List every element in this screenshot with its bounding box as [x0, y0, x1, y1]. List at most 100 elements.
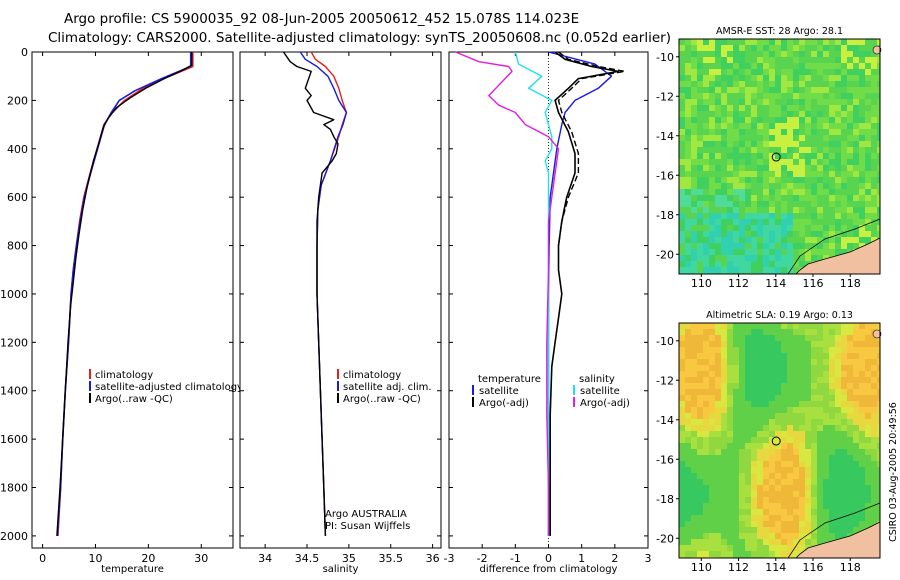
map-cell	[751, 171, 757, 177]
map-cell	[865, 93, 871, 99]
map-cell	[727, 329, 733, 335]
map-cell	[733, 389, 739, 395]
map-cell	[679, 545, 685, 551]
map-cell	[739, 515, 745, 521]
map-cell	[829, 359, 835, 365]
map-cell	[751, 395, 757, 401]
map-cell	[787, 473, 793, 479]
map-cell	[823, 485, 829, 491]
map-cell	[739, 159, 745, 165]
map-cell	[697, 455, 703, 461]
map-cell	[769, 93, 775, 99]
map-cell	[763, 129, 769, 135]
map-cell	[709, 515, 715, 521]
map-cell	[739, 425, 745, 431]
map-cell	[871, 183, 877, 189]
map-cell	[859, 147, 865, 153]
map-cell	[745, 147, 751, 153]
map-cell	[787, 249, 793, 255]
map-cell	[859, 413, 865, 419]
map-cell	[691, 347, 697, 353]
map-cell	[781, 87, 787, 93]
map-cell	[757, 461, 763, 467]
map-cell	[727, 213, 733, 219]
map-cell	[727, 147, 733, 153]
map-cell	[739, 81, 745, 87]
map-cell	[877, 461, 880, 467]
map-cell	[769, 57, 775, 63]
map-cell	[733, 123, 739, 129]
map-cell	[715, 51, 721, 57]
map-cell	[829, 341, 835, 347]
map-cell	[877, 389, 880, 395]
map-cell	[859, 389, 865, 395]
map-cell	[817, 353, 823, 359]
map-cell	[877, 377, 880, 383]
map-cell	[793, 485, 799, 491]
map-cell	[823, 159, 829, 165]
map-cell	[751, 231, 757, 237]
map-cell	[679, 249, 685, 255]
map-cell	[733, 111, 739, 117]
map-cell	[763, 141, 769, 147]
map-cell	[763, 323, 769, 329]
map-cell	[859, 153, 865, 159]
map-cell	[805, 467, 811, 473]
map-cell	[841, 207, 847, 213]
map-cell	[763, 105, 769, 111]
map-cell	[793, 401, 799, 407]
map-cell	[829, 503, 835, 509]
map-x-tick-label: 110	[691, 277, 712, 290]
map-cell	[709, 491, 715, 497]
map-y-tick-label: -16	[656, 453, 674, 466]
map-cell	[787, 63, 793, 69]
map-cell	[799, 129, 805, 135]
map-cell	[697, 51, 703, 57]
map-cell	[841, 123, 847, 129]
map-cell	[769, 467, 775, 473]
map-cell	[835, 75, 841, 81]
map-cell	[793, 473, 799, 479]
map-cell	[811, 533, 817, 539]
map-cell	[727, 437, 733, 443]
map-cell	[709, 395, 715, 401]
map-cell	[811, 201, 817, 207]
map-cell	[745, 87, 751, 93]
map-cell	[703, 401, 709, 407]
map-cell	[751, 443, 757, 449]
map-cell	[781, 329, 787, 335]
map-cell	[679, 479, 685, 485]
map-cell	[685, 93, 691, 99]
map-cell	[829, 497, 835, 503]
annotation: PI: Susan Wijffels	[325, 521, 410, 532]
map-cell	[709, 123, 715, 129]
map-cell	[787, 237, 793, 243]
map-cell	[793, 63, 799, 69]
map-cell	[685, 213, 691, 219]
map-cell	[769, 383, 775, 389]
map-cell	[799, 437, 805, 443]
map-cell	[679, 225, 685, 231]
map-cell	[799, 479, 805, 485]
map-cell	[793, 123, 799, 129]
map-cell	[751, 135, 757, 141]
map-cell	[877, 473, 880, 479]
map-cell	[697, 341, 703, 347]
map-cell	[691, 135, 697, 141]
map-cell	[763, 117, 769, 123]
map-cell	[691, 473, 697, 479]
map-cell	[823, 533, 829, 539]
x-tick-label: 35.5	[379, 552, 404, 565]
map-cell	[817, 255, 823, 261]
map-cell	[877, 105, 880, 111]
map-cell	[865, 365, 871, 371]
map-cell	[871, 389, 877, 395]
map-cell	[871, 443, 877, 449]
map-cell	[763, 219, 769, 225]
map-cell	[811, 425, 817, 431]
map-cell	[715, 99, 721, 105]
map-cell	[811, 63, 817, 69]
map-cell	[775, 377, 781, 383]
map-cell	[685, 497, 691, 503]
map-cell	[793, 455, 799, 461]
